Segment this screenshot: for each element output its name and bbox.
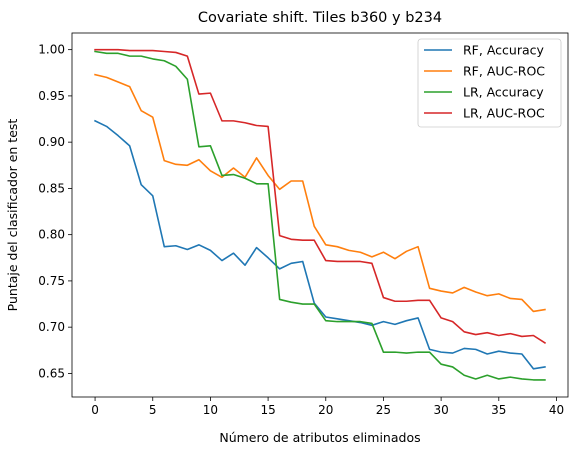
x-tick-label: 40 — [549, 403, 564, 417]
x-tick-label: 25 — [376, 403, 391, 417]
legend: RF, Accuracy RF, AUC-ROC LR, Accuracy LR, A… — [417, 38, 562, 128]
legend-box — [417, 38, 562, 128]
y-tick-label: 0.75 — [38, 274, 65, 288]
series-line-4 — [94, 48, 547, 344]
y-tick-label: 1.00 — [38, 43, 65, 57]
x-axis-label: Número de atributos eliminados — [219, 430, 420, 445]
chart-title: Covariate shift. Tiles b360 y b234 — [198, 10, 442, 26]
x-tick-label: 0 — [91, 403, 99, 417]
y-axis-label: Puntaje del clasificador en test — [5, 119, 20, 312]
series-layer — [94, 48, 547, 381]
y-tick-label: 0.80 — [38, 228, 65, 242]
series-line-2 — [94, 73, 546, 313]
legend-label: LR, AUC-ROC — [463, 106, 545, 121]
y-tick-label: 0.95 — [38, 89, 65, 103]
y-tick-label: 0.85 — [38, 181, 65, 195]
series-line-3 — [94, 50, 546, 381]
axes-frame — [71, 32, 569, 398]
y-tick-label: 0.70 — [38, 320, 65, 334]
y-tick-label: 0.65 — [38, 366, 65, 380]
x-tick-label: 10 — [203, 403, 218, 417]
y-tick-label: 0.90 — [38, 135, 65, 149]
x-tick-label: 35 — [491, 403, 506, 417]
x-tick-label: 15 — [260, 403, 275, 417]
legend-label: RF, AUC-ROC — [463, 64, 545, 79]
y-axis-ticks: 0.65 0.70 0.75 0.80 0.85 0.90 0.95 1.00 — [38, 43, 72, 380]
x-tick-label: 30 — [433, 403, 448, 417]
x-tick-label: 5 — [149, 403, 157, 417]
series-line-1 — [94, 119, 546, 370]
legend-entries: RF, Accuracy RF, AUC-ROC LR, Accuracy LR, A… — [424, 43, 545, 121]
x-axis-ticks: 0 5 10 15 20 25 30 35 40 — [91, 397, 564, 417]
x-tick-label: 20 — [318, 403, 333, 417]
legend-label: LR, Accuracy — [463, 85, 544, 100]
legend-label: RF, Accuracy — [463, 43, 544, 58]
